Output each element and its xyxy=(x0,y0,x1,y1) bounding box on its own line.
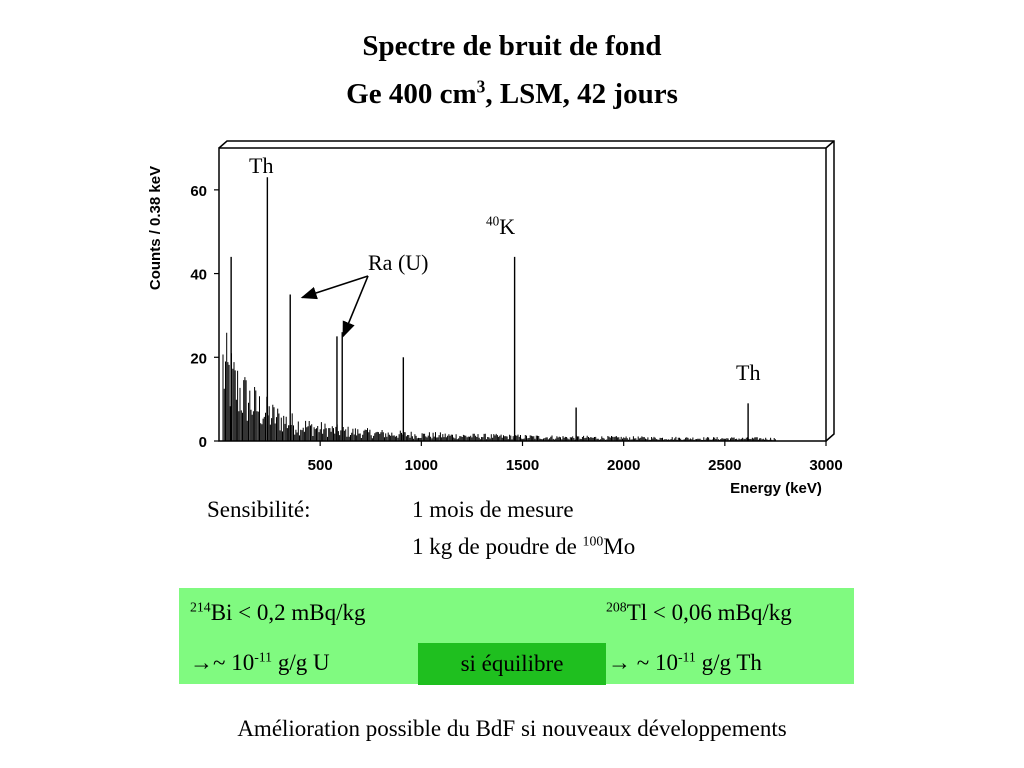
arrow-ra-2 xyxy=(342,275,369,338)
x-tick-label-0: 500 xyxy=(308,457,333,474)
u-result: →~ 10-11 g/g U xyxy=(190,650,330,676)
footer-note: Amélioration possible du BdF si nouveaux… xyxy=(237,716,787,741)
y-tick-label-2: 40 xyxy=(190,267,207,284)
x-tick-label-2: 1500 xyxy=(506,457,539,474)
annotation-th-high: Th xyxy=(736,360,761,385)
spectrum-trace xyxy=(222,177,776,441)
subtitle-sup: 3 xyxy=(476,76,486,97)
k40-label: K xyxy=(499,214,516,239)
u-sup: -11 xyxy=(254,649,273,665)
sensitivity-line2: 1 kg de poudre de 100Mo xyxy=(412,534,635,560)
x-tick-label-1: 1000 xyxy=(405,457,438,474)
slide-subtitle: Ge 400 cm3, LSM, 42 jours xyxy=(0,78,1024,111)
arrow-right-icon: → xyxy=(190,650,213,675)
u-pre: ~ 10 xyxy=(213,650,255,675)
u-post: g/g U xyxy=(272,650,330,675)
plot-depth-corner xyxy=(825,140,835,149)
subtitle-pre: Ge 400 cm xyxy=(346,78,477,110)
slide-title: Spectre de bruit de fond xyxy=(362,30,662,62)
th-pre: ~ 10 xyxy=(631,650,678,675)
x-axis-label: Energy (keV) xyxy=(730,480,822,497)
arrow-ra-1 xyxy=(300,275,369,300)
sensitivity-label: Sensibilité: xyxy=(207,497,311,522)
sens2-sup: 100 xyxy=(582,533,604,549)
arrow-right-icon: → xyxy=(608,650,631,675)
y-tick-label-0: 0 xyxy=(199,434,207,451)
x-tick-label-5: 3000 xyxy=(809,457,842,474)
sens2-pre: 1 kg de poudre de xyxy=(412,534,583,559)
annotation-arrows xyxy=(300,275,369,338)
x-tick-label-4: 2500 xyxy=(708,457,741,474)
subtitle-post: , LSM, 42 jours xyxy=(485,78,678,110)
sensitivity-line1: 1 mois de mesure xyxy=(412,497,574,522)
annotation-ra-u: Ra (U) xyxy=(368,250,429,275)
axis-ticks: 0 20 40 60 500 1000 1500 2000 2500 3000 xyxy=(190,183,842,474)
th-result: → ~ 10-11 g/g Th xyxy=(608,650,762,676)
equilibrium-badge: si équilibre xyxy=(418,643,606,685)
bi-limit: 214Bi < 0,2 mBq/kg xyxy=(190,600,366,626)
th-post: g/g Th xyxy=(695,650,762,675)
th-sup: -11 xyxy=(677,649,696,665)
sens2-post: Mo xyxy=(603,534,636,559)
y-axis-label: Counts / 0.38 keV xyxy=(147,166,164,290)
bi-sup: 214 xyxy=(190,599,211,615)
background-continuum xyxy=(222,332,776,441)
x-tick-label-3: 2000 xyxy=(607,457,640,474)
annotation-th-low: Th xyxy=(249,153,274,178)
tl-limit: 208Tl < 0,06 mBq/kg xyxy=(606,600,792,626)
y-tick-label-1: 20 xyxy=(190,350,207,367)
k40-sup: 40 xyxy=(486,213,500,229)
chart-frame xyxy=(218,140,835,442)
tl-sup: 208 xyxy=(606,599,627,615)
tl-text: Tl < 0,06 mBq/kg xyxy=(626,600,792,625)
plot-depth-edges xyxy=(218,140,835,442)
bi-text: Bi < 0,2 mBq/kg xyxy=(210,600,366,625)
y-tick-label-3: 60 xyxy=(190,183,207,200)
annotation-k40: 40K xyxy=(486,214,515,240)
